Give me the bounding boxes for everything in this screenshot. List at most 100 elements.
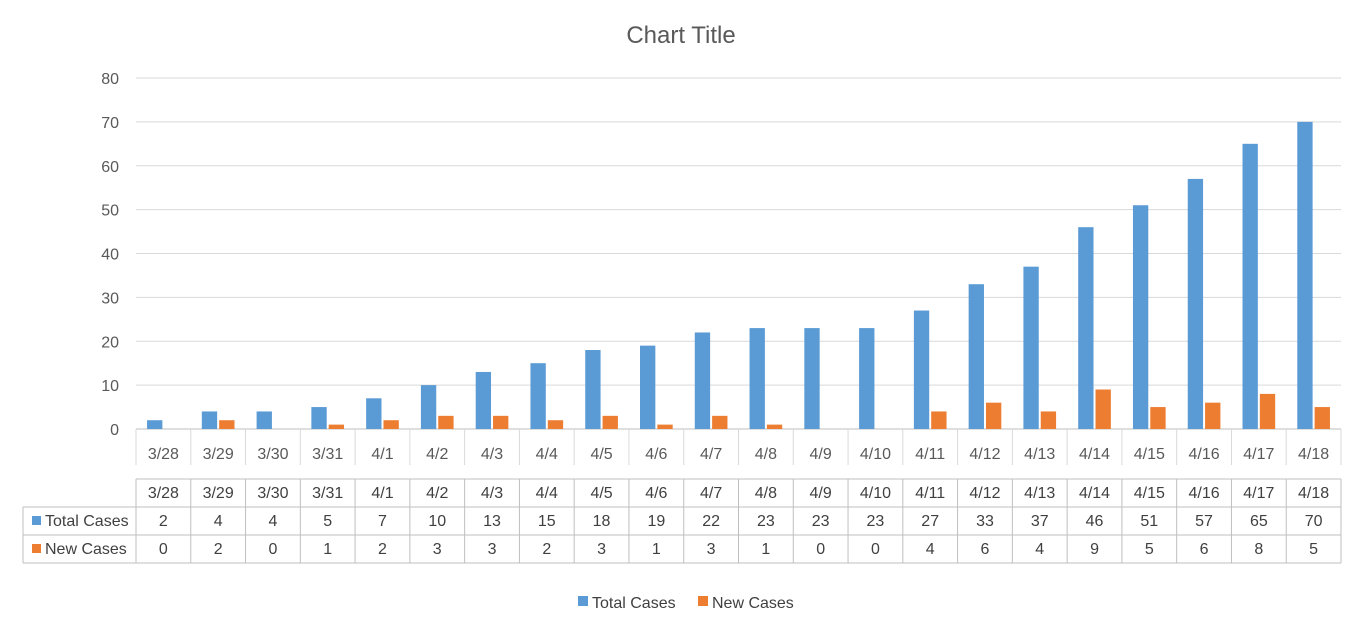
y-tick-label: 60 [101, 159, 119, 176]
x-tick-label: 4/11 [915, 446, 945, 463]
bar-total-cases [913, 310, 930, 429]
bar-total-cases [1187, 178, 1204, 429]
table-header-cell: 4/18 [1298, 485, 1329, 502]
bar-total-cases [475, 371, 492, 429]
bar-new-cases [931, 411, 947, 429]
table-cell: 3 [707, 541, 716, 558]
bar-total-cases [1242, 143, 1258, 429]
table-cell: 23 [812, 513, 830, 530]
y-tick-label: 0 [110, 422, 119, 439]
x-tick-label: 3/30 [257, 446, 288, 463]
bar-new-cases [328, 424, 345, 429]
table-header-cell: 4/9 [810, 485, 832, 502]
table-cell: 23 [867, 513, 885, 530]
table-cell: 27 [921, 513, 939, 530]
bar-total-cases [420, 385, 437, 429]
table-cell: 2 [378, 541, 387, 558]
y-tick-label: 10 [101, 378, 119, 395]
table-cell: 3 [433, 541, 442, 558]
bar-total-cases [201, 411, 218, 429]
x-tick-label: 3/31 [312, 446, 343, 463]
x-tick-label: 4/13 [1024, 446, 1055, 463]
table-cell: 5 [323, 513, 332, 530]
table-cell: 18 [593, 513, 611, 530]
table-cell: 51 [1140, 513, 1158, 530]
gridlines [136, 77, 1341, 430]
table-cell: 0 [871, 541, 880, 558]
table-cell: 3 [597, 541, 606, 558]
bar-new-cases [712, 415, 728, 429]
bar-total-cases [311, 407, 327, 429]
bar-total-cases [1023, 266, 1039, 429]
bar-new-cases [1259, 393, 1276, 429]
table-header-cell: 3/30 [257, 485, 288, 502]
bar-total-cases [530, 363, 546, 429]
table-cell: 22 [702, 513, 720, 530]
x-tick-label: 4/12 [969, 446, 1000, 463]
table-cell: 7 [378, 513, 387, 530]
table-cell: 6 [1200, 541, 1209, 558]
table-cell: 46 [1086, 513, 1104, 530]
table-cell: 3 [488, 541, 497, 558]
table-cell: 5 [1145, 541, 1154, 558]
bar-total-cases [256, 411, 272, 429]
bar-new-cases [1314, 407, 1330, 429]
x-tick-label: 4/7 [700, 446, 722, 463]
table-header-cell: 4/14 [1079, 485, 1110, 502]
table-header-cell: 4/6 [645, 485, 667, 502]
table-cell: 57 [1195, 513, 1213, 530]
bars [147, 121, 1330, 429]
x-tick-label: 4/18 [1298, 446, 1329, 463]
table-cell: 1 [323, 541, 332, 558]
table-header-cell: 4/13 [1024, 485, 1055, 502]
x-tick-label: 4/8 [755, 446, 777, 463]
table-cell: 65 [1250, 513, 1268, 530]
table-header-cell: 3/31 [312, 485, 343, 502]
bar-new-cases [383, 420, 399, 429]
bar-total-cases [1078, 227, 1094, 429]
data-table: 3/28 3/29 3/30 3/31 4/1 4/2 4/3 4/4 4/5 4/6 4/7 4/8… [22, 478, 1342, 564]
bar-total-cases [147, 420, 163, 429]
x-tick-label: 4/3 [481, 446, 503, 463]
x-tick-label: 4/10 [860, 446, 891, 463]
table-header-cell: 4/5 [590, 485, 612, 502]
bar-new-cases [493, 415, 509, 429]
bar-new-cases [657, 424, 673, 429]
legend: Total Cases New Cases [578, 595, 794, 612]
table-header-cell: 4/4 [536, 485, 558, 502]
legend-label-new-cases: New Cases [712, 595, 794, 612]
bar-new-cases [1040, 411, 1057, 429]
table-header-cell: 4/12 [969, 485, 1000, 502]
bar-total-cases [585, 350, 601, 429]
bar-new-cases [1205, 402, 1221, 429]
table-cell: 4 [1035, 541, 1044, 558]
bar-new-cases [985, 402, 1002, 429]
table-cell: 2 [214, 541, 223, 558]
table-legend-key [32, 516, 41, 525]
x-tick-label: 4/2 [426, 446, 448, 463]
bar-total-cases [1132, 205, 1149, 429]
bar-total-cases [640, 345, 656, 429]
bar-new-cases [766, 424, 783, 429]
table-cell: 37 [1031, 513, 1049, 530]
table-header-cell: 3/29 [203, 485, 234, 502]
table-header-cell: 4/7 [700, 485, 722, 502]
bar-new-cases [1150, 407, 1166, 429]
table-header-cell: 4/3 [481, 485, 503, 502]
table-cell: 2 [542, 541, 551, 558]
table-cell: 15 [538, 513, 556, 530]
table-header-cell: 4/11 [915, 485, 945, 502]
table-cell: 70 [1305, 513, 1323, 530]
table-cell: 13 [483, 513, 501, 530]
bar-total-cases [366, 398, 382, 429]
bar-new-cases [219, 420, 235, 429]
table-header-cell: 3/28 [148, 485, 179, 502]
table-cell: 2 [159, 513, 168, 530]
table-cell: 6 [981, 541, 990, 558]
table-header-cell: 4/10 [860, 485, 891, 502]
table-cell: 1 [761, 541, 770, 558]
table-cell: 1 [652, 541, 661, 558]
bar-new-cases [602, 415, 618, 429]
bar-new-cases [438, 415, 454, 429]
